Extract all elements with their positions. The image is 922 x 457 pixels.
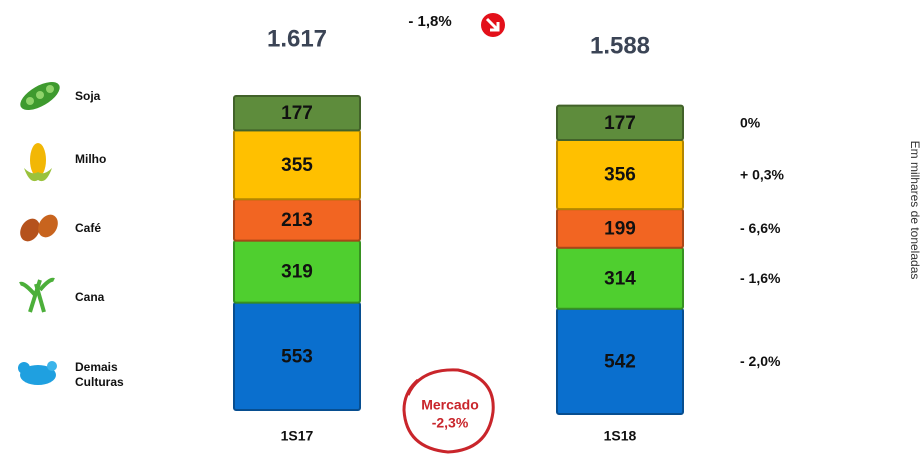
icon-demais [18,361,57,385]
icon-cafe [20,214,58,242]
segment-label: 177 [604,113,636,134]
market-label: Mercado [421,397,479,413]
total-label: 1.588 [590,32,650,59]
legend-label: Soja [75,89,101,103]
icon-cana [19,277,55,313]
segment-label: 199 [604,218,636,239]
icon-milho [24,143,52,182]
segment-label: 213 [281,210,313,231]
legend-label: Café [75,221,102,235]
segment-label: 177 [281,103,313,124]
segment-label: 355 [281,155,313,176]
market-ring [402,368,495,454]
bar-segment [556,104,684,141]
change-label: - 1,6% [740,270,781,286]
x-tick-label: 1S18 [604,428,637,444]
unit-note: Em milhares de toneladas [908,141,922,280]
market-change: -2,3% [432,415,469,431]
change-label: - 2,0% [740,353,781,369]
legend-label: Cana [75,290,105,304]
bar-segment [233,94,361,132]
segment-label: 542 [604,351,636,372]
change-label: - 6,6% [740,220,781,236]
segment-label: 319 [281,262,313,283]
total-label: 1.617 [267,25,327,52]
x-tick-label: 1S17 [281,428,314,444]
legend-label: Milho [75,152,107,166]
segment-label: 356 [604,165,636,186]
legend-label: Demais Culturas [75,360,124,389]
icon-soja [20,82,60,110]
change-label: + 0,3% [740,166,785,182]
change-label: 0% [740,115,761,131]
segment-label: 314 [604,268,636,289]
total-change: - 1,8% [408,13,451,30]
segment-label: 553 [281,346,313,367]
down-arrow-icon [481,13,505,37]
